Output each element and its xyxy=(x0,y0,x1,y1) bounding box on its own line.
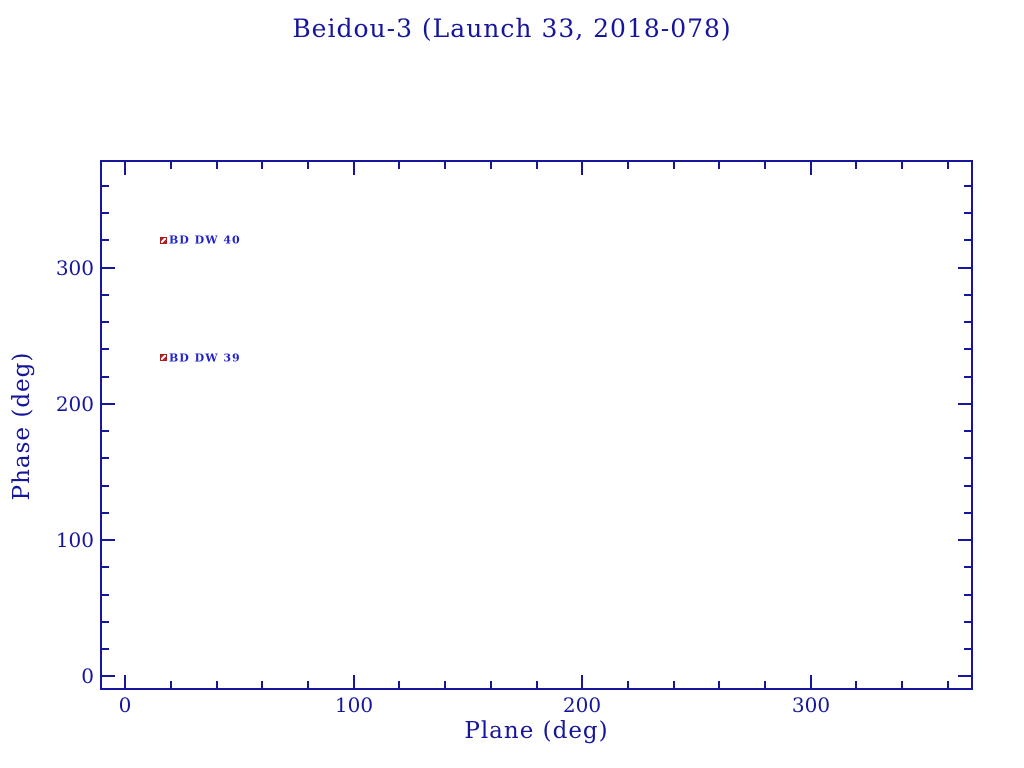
x-minor-tick xyxy=(261,162,263,169)
y-minor-tick xyxy=(102,294,109,296)
x-axis-label: Plane (deg) xyxy=(464,718,609,744)
y-minor-tick xyxy=(102,594,109,596)
x-minor-tick xyxy=(627,681,629,688)
y-minor-tick xyxy=(102,212,109,214)
x-minor-tick xyxy=(307,162,309,169)
x-major-tick xyxy=(124,675,126,688)
x-minor-tick xyxy=(261,681,263,688)
y-axis-label: Phase (deg) xyxy=(9,351,35,501)
x-minor-tick xyxy=(490,162,492,169)
x-minor-tick xyxy=(764,162,766,169)
y-minor-tick xyxy=(964,430,971,432)
x-minor-tick xyxy=(673,681,675,688)
x-tick-label: 300 xyxy=(791,693,831,717)
y-minor-tick xyxy=(102,185,109,187)
x-minor-tick xyxy=(490,681,492,688)
y-minor-tick xyxy=(102,512,109,514)
x-minor-tick xyxy=(673,162,675,169)
y-minor-tick xyxy=(964,185,971,187)
y-minor-tick xyxy=(102,485,109,487)
data-point-label: BD DW 39 xyxy=(169,351,241,365)
x-major-tick xyxy=(124,162,126,175)
chart-title: Beidou-3 (Launch 33, 2018-078) xyxy=(292,14,732,43)
y-major-tick xyxy=(102,539,115,541)
y-major-tick xyxy=(102,403,115,405)
y-minor-tick xyxy=(964,376,971,378)
x-minor-tick xyxy=(536,162,538,169)
y-minor-tick xyxy=(964,212,971,214)
data-point-label: BD DW 40 xyxy=(169,233,241,247)
y-major-tick xyxy=(958,675,971,677)
y-minor-tick xyxy=(964,457,971,459)
y-major-tick xyxy=(958,539,971,541)
y-minor-tick xyxy=(964,294,971,296)
x-major-tick xyxy=(353,675,355,688)
y-tick-label: 300 xyxy=(55,256,94,280)
y-minor-tick xyxy=(102,648,109,650)
y-minor-tick xyxy=(102,239,109,241)
x-minor-tick xyxy=(855,681,857,688)
y-minor-tick xyxy=(964,485,971,487)
x-minor-tick xyxy=(444,681,446,688)
y-minor-tick xyxy=(964,321,971,323)
x-major-tick xyxy=(810,675,812,688)
x-minor-tick xyxy=(627,162,629,169)
data-point-marker xyxy=(160,237,167,244)
x-minor-tick xyxy=(901,681,903,688)
x-minor-tick xyxy=(718,162,720,169)
y-major-tick xyxy=(958,267,971,269)
x-minor-tick xyxy=(398,162,400,169)
y-minor-tick xyxy=(964,239,971,241)
y-minor-tick xyxy=(964,648,971,650)
y-minor-tick xyxy=(102,376,109,378)
x-tick-label: 0 xyxy=(118,693,132,717)
x-minor-tick xyxy=(216,162,218,169)
y-minor-tick xyxy=(102,566,109,568)
y-major-tick xyxy=(102,267,115,269)
x-minor-tick xyxy=(216,681,218,688)
x-tick-label: 100 xyxy=(334,693,374,717)
y-tick-label: 100 xyxy=(55,528,94,552)
x-minor-tick xyxy=(947,162,949,169)
y-minor-tick xyxy=(102,621,109,623)
y-major-tick xyxy=(102,675,115,677)
y-major-tick xyxy=(958,403,971,405)
y-minor-tick xyxy=(102,348,109,350)
x-minor-tick xyxy=(398,681,400,688)
x-minor-tick xyxy=(444,162,446,169)
y-tick-label: 200 xyxy=(55,392,94,416)
x-minor-tick xyxy=(764,681,766,688)
x-minor-tick xyxy=(536,681,538,688)
x-tick-label: 200 xyxy=(562,693,602,717)
x-major-tick xyxy=(353,162,355,175)
x-minor-tick xyxy=(170,162,172,169)
y-minor-tick xyxy=(964,348,971,350)
plot-area xyxy=(100,160,973,690)
y-minor-tick xyxy=(964,621,971,623)
x-minor-tick xyxy=(901,162,903,169)
y-tick-label: 0 xyxy=(81,664,94,688)
y-minor-tick xyxy=(964,566,971,568)
y-minor-tick xyxy=(102,321,109,323)
x-minor-tick xyxy=(718,681,720,688)
x-major-tick xyxy=(810,162,812,175)
y-minor-tick xyxy=(964,512,971,514)
y-minor-tick xyxy=(964,594,971,596)
y-minor-tick xyxy=(102,457,109,459)
data-point-marker xyxy=(160,354,167,361)
x-minor-tick xyxy=(170,681,172,688)
x-minor-tick xyxy=(855,162,857,169)
x-major-tick xyxy=(581,162,583,175)
y-minor-tick xyxy=(102,430,109,432)
x-minor-tick xyxy=(947,681,949,688)
x-major-tick xyxy=(581,675,583,688)
x-minor-tick xyxy=(307,681,309,688)
